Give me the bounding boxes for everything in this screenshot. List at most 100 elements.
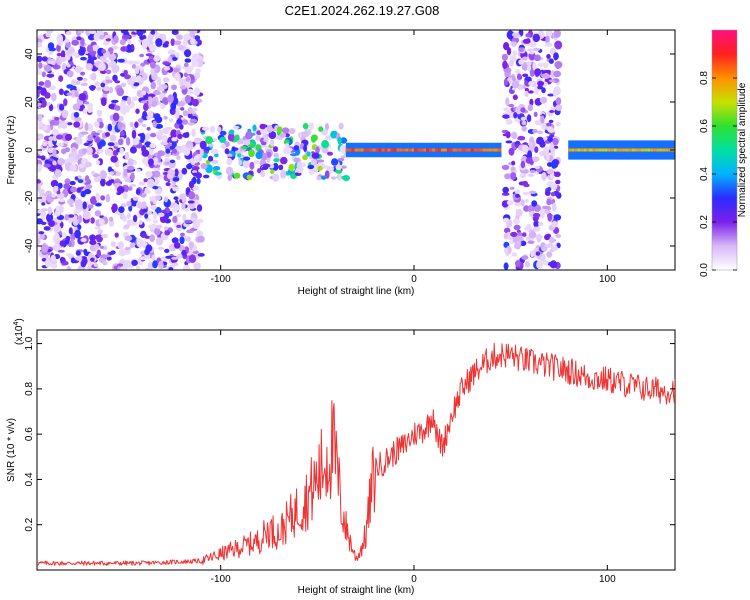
heatmap-cell: [78, 48, 86, 56]
heatmap-cell: [164, 158, 171, 162]
heatmap-cell: [132, 196, 139, 201]
heatmap-cell: [345, 148, 350, 152]
heatmap-cell: [173, 196, 179, 201]
heatmap-cell: [120, 82, 127, 88]
heatmap-cell: [192, 220, 200, 229]
heatmap-cell: [179, 123, 184, 130]
heatmap-cell: [171, 148, 178, 154]
heatmap-cell: [219, 136, 227, 143]
heatmap-cell: [163, 77, 170, 83]
heatmap-cell: [302, 130, 310, 138]
heatmap-cell: [151, 254, 156, 261]
heatmap-cell: [114, 80, 121, 84]
heatmap-cell: [539, 150, 547, 157]
heatmap-cell: [181, 249, 187, 257]
heatmap-cell: [184, 94, 192, 104]
heatmap-cell: [513, 112, 518, 119]
heatmap-cell: [266, 124, 273, 133]
heatmap-cell: [284, 143, 290, 148]
heatmap-cell: [54, 116, 60, 121]
heatmap-cell: [174, 110, 180, 115]
heatmap-cell: [210, 148, 219, 155]
heatmap-cell: [65, 31, 72, 35]
heatmap-cell: [37, 88, 41, 96]
heatmap-cell: [288, 127, 296, 135]
heatmap-cell: [522, 38, 531, 44]
heatmap-cell: [182, 132, 190, 138]
heatmap-cell: [243, 139, 251, 146]
heatmap-cell: [537, 85, 543, 90]
heatmap-cell: [63, 39, 71, 43]
colorbar-tick-label: 0.4: [699, 167, 710, 181]
snr-frame: [36, 329, 676, 571]
heatmap-cell: [76, 67, 84, 71]
heatmap-cell: [114, 105, 121, 111]
heatmap-cell: [241, 146, 248, 150]
heatmap-cell: [69, 180, 76, 186]
heatmap-cell: [45, 32, 51, 38]
heatmap-cell: [80, 82, 89, 87]
heatmap-cell: [183, 264, 191, 270]
heatmap-cell: [548, 119, 554, 124]
heatmap-cell: [607, 148, 612, 152]
heatmap-cell: [190, 37, 195, 45]
heatmap-cell: [165, 182, 171, 187]
heatmap-cell: [193, 155, 199, 164]
heatmap-cell: [414, 148, 419, 152]
heatmap-cell: [70, 232, 76, 241]
heatmap-cell: [520, 107, 526, 113]
heatmap-cell: [58, 57, 67, 62]
heatmap-cell: [176, 224, 182, 228]
heatmap-cell: [188, 241, 194, 249]
heatmap-cell: [208, 155, 214, 162]
colorbar-frame: [711, 29, 738, 271]
heatmap-cell: [506, 47, 512, 56]
heatmap-cell: [551, 137, 559, 146]
heatmap-cell: [168, 118, 174, 123]
colorbar-label: Normalized spectral amplitude: [737, 82, 748, 217]
heatmap-cell: [650, 148, 655, 152]
heatmap-cell: [98, 218, 105, 226]
heatmap-cell: [546, 168, 555, 175]
heatmap-cell: [112, 112, 120, 122]
heatmap-cell: [311, 152, 320, 159]
heatmap-cell: [131, 64, 137, 69]
heatmap-cell: [162, 61, 170, 66]
heatmap-cell: [580, 148, 585, 152]
heatmap-cell: [105, 69, 112, 75]
heatmap-cell: [502, 114, 510, 119]
heatmap-cell: [37, 55, 43, 63]
heatmap-cell: [68, 227, 73, 235]
heatmap-cell: [195, 68, 201, 75]
heatmap-cell: [341, 165, 347, 169]
heatmap-cell: [174, 40, 182, 46]
heatmap-cell: [196, 204, 203, 212]
heatmap-cell: [88, 85, 96, 90]
heatmap-cell: [38, 231, 45, 235]
heatmap-cell: [501, 164, 510, 171]
heatmap-cell: [82, 201, 87, 210]
heatmap-cell: [534, 165, 541, 169]
heatmap-cell: [179, 236, 185, 245]
heatmap-cell: [97, 229, 103, 235]
heatmap-cell: [441, 148, 445, 152]
heatmap-cell: [528, 204, 535, 213]
heatmap-cell: [113, 141, 120, 147]
heatmap-cell: [226, 153, 233, 157]
heatmap-cell: [162, 97, 169, 106]
heatmap-cell: [540, 115, 545, 124]
heatmap-cell: [58, 88, 64, 96]
heatmap-cell: [515, 106, 522, 115]
heatmap-cell: [46, 73, 55, 78]
heatmap-cell: [165, 148, 171, 154]
heatmap-cell: [521, 126, 527, 132]
heatmap-cell: [331, 158, 339, 166]
heatmap-cell: [70, 257, 76, 264]
heatmap-cell: [86, 44, 93, 53]
heatmap-cell: [140, 62, 146, 67]
heatmap-cell: [527, 104, 533, 112]
y-tick-label: 0.8: [24, 381, 35, 395]
heatmap-cell: [318, 126, 324, 132]
heatmap-cell: [191, 107, 198, 112]
heatmap-cell: [527, 64, 531, 72]
